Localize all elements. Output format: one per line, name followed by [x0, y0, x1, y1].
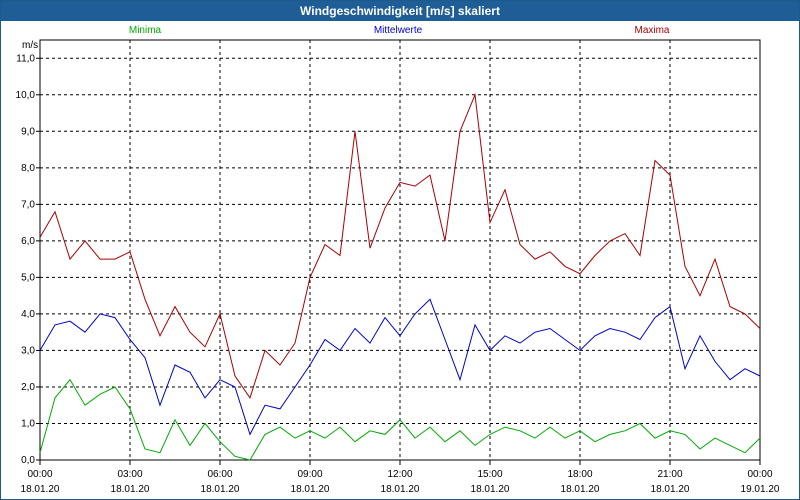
- x-tick-time: 18:00: [567, 469, 592, 480]
- y-tick-label: 11,0: [16, 53, 35, 64]
- legend-mittelwerte: Mittelwerte: [374, 25, 423, 36]
- y-tick-label: 3,0: [21, 345, 35, 356]
- legend-minima: Minima: [129, 25, 162, 36]
- y-tick-label: 1,0: [21, 418, 35, 429]
- y-axis-label: m/s: [22, 40, 38, 51]
- x-axis: 00:00 18.01.20 03:00 18.01.20 06:00 18.01.20 0…: [21, 460, 780, 495]
- y-axis: 0,0 1,0 2,0 3,0 4,0 5,0 6,0 7,0 8,0 9,0 10,0 11,0: [16, 53, 40, 466]
- x-tick-date: 18.01.20: [21, 484, 60, 495]
- y-tick-label: 9,0: [21, 126, 35, 137]
- series-line-minima: [39, 378, 761, 461]
- x-tick-time: 21:00: [657, 469, 682, 480]
- series-group: [39, 92, 761, 461]
- y-tick-label: 5,0: [21, 272, 35, 283]
- y-tick-label: 8,0: [21, 163, 35, 174]
- y-tick-label: 0,0: [21, 455, 35, 466]
- x-tick-date: 18.01.20: [651, 484, 690, 495]
- x-tick-date: 18.01.20: [201, 484, 240, 495]
- x-tick-time: 03:00: [117, 469, 142, 480]
- x-tick-time: 12:00: [387, 469, 412, 480]
- series-line-maxima: [39, 92, 761, 400]
- x-tick-date: 18.01.20: [381, 484, 420, 495]
- x-tick-time: 06:00: [207, 469, 232, 480]
- x-tick-time: 00:00: [27, 469, 52, 480]
- x-tick-date: 19.01.20: [741, 484, 780, 495]
- x-tick-date: 18.01.20: [291, 484, 330, 495]
- y-tick-label: 7,0: [21, 199, 35, 210]
- grid: [40, 40, 760, 460]
- y-tick-label: 4,0: [21, 309, 35, 320]
- window-title: Windgeschwindigkeit [m/s] skaliert: [1, 1, 799, 21]
- legend-maxima: Maxima: [634, 25, 669, 36]
- x-tick-time: 00:00: [747, 469, 772, 480]
- series-line-mittelwerte: [39, 298, 761, 436]
- x-tick-time: 15:00: [477, 469, 502, 480]
- y-tick-label: 6,0: [21, 236, 35, 247]
- y-tick-label: 10,0: [16, 90, 36, 101]
- x-tick-date: 18.01.20: [111, 484, 150, 495]
- y-tick-label: 2,0: [21, 382, 35, 393]
- x-tick-date: 18.01.20: [561, 484, 600, 495]
- x-tick-date: 18.01.20: [471, 484, 510, 495]
- x-tick-time: 09:00: [297, 469, 322, 480]
